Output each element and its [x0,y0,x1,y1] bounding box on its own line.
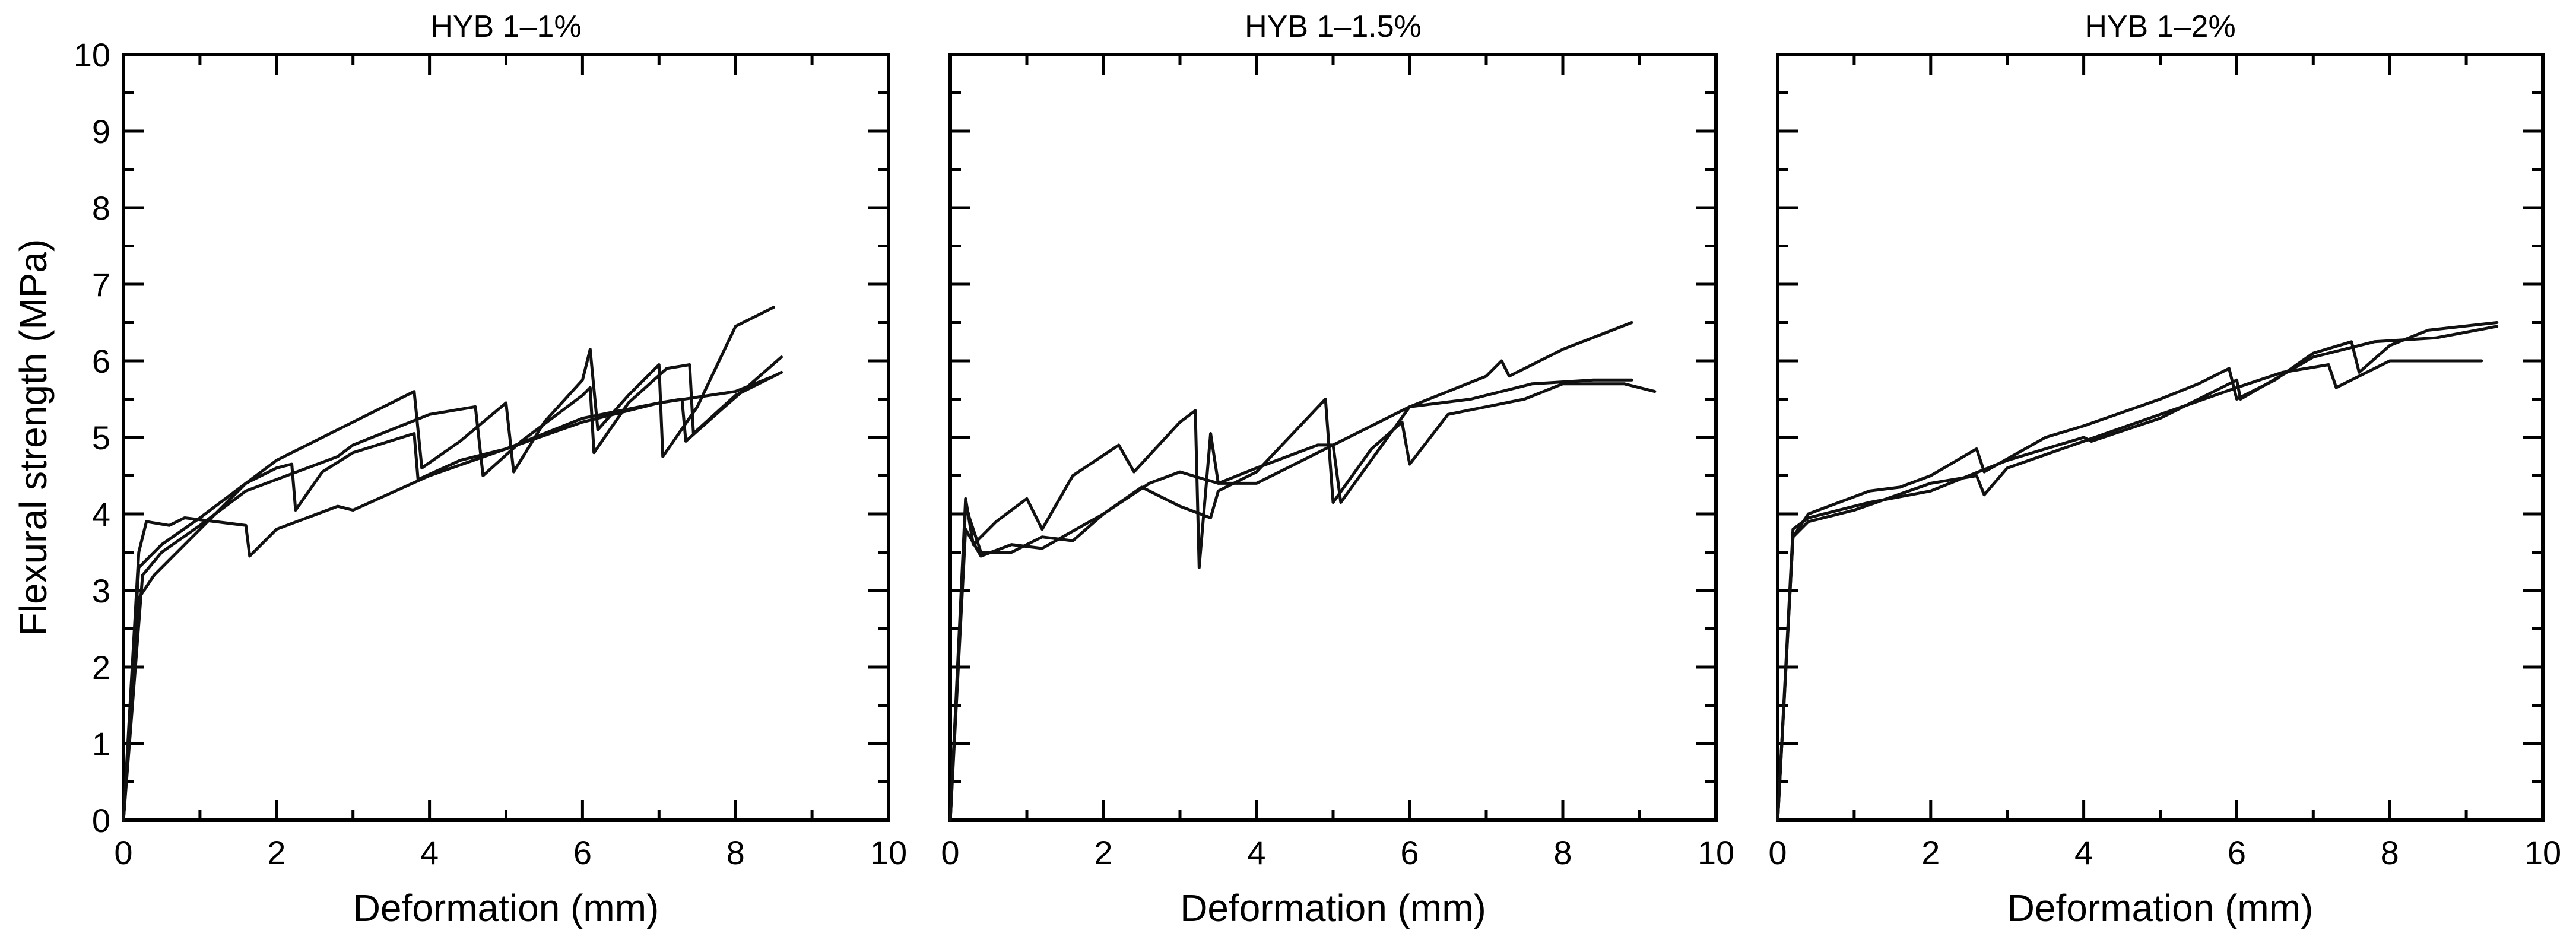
plot-frame [122,53,890,822]
plot-frame [948,53,1718,822]
series-line-2 [122,355,783,822]
x-tick-label: 8 [1553,834,1572,871]
x-tick-label: 8 [727,834,745,871]
x-tick-label: 10 [1698,834,1734,871]
y-tick-label: 3 [92,572,110,609]
x-tick-label: 2 [267,834,285,871]
x-tick-label: 2 [1921,834,1940,871]
x-tick-label: 4 [2074,834,2093,871]
x-tick-label: 10 [2524,834,2561,871]
y-tick-label: 7 [92,266,110,303]
x-tick-label: 0 [1768,834,1787,871]
series-line-1 [1776,359,2483,822]
x-tick-label: 6 [1400,834,1419,871]
series-line-3 [948,321,1633,822]
x-axis-label: Deformation (mm) [2007,887,2314,929]
panel-2: HYB 1–1.5% 0 2 4 6 8 10 Deformation (mm) [941,9,1734,929]
y-tick-label: 1 [92,725,110,763]
y-tick-label: 4 [92,496,110,533]
x-axis-label: Deformation (mm) [1180,887,1486,929]
panel-3: HYB 1–2% 0 2 4 6 8 10 Deformation (mm) [1768,9,2561,929]
y-tick-label: 0 [92,802,110,839]
x-tick-label: 10 [870,834,907,871]
panel-title: HYB 1–1.5% [1245,9,1422,44]
x-tick-label: 6 [573,834,592,871]
x-tick-label: 8 [2381,834,2399,871]
series-line-3 [122,363,783,822]
y-tick-label: 5 [92,419,110,456]
series-line-1 [948,378,1633,822]
x-tick-label: 0 [114,834,132,871]
series-line-3 [1776,321,2499,822]
plot-frame [1776,53,2545,822]
y-tick-label: 6 [92,342,110,380]
series-line-4 [122,306,776,822]
panel-title: HYB 1–2% [2085,9,2235,44]
panels: HYB 1–1% 0 1 2 3 4 5 6 7 8 9 10 Flexural strength (M… [12,9,2561,929]
y-tick-label: 9 [92,113,110,150]
x-tick-label: 6 [2228,834,2246,871]
x-axis-label: Deformation (mm) [353,887,659,929]
x-tick-label: 2 [1094,834,1112,871]
y-tick-label: 8 [92,189,110,227]
x-tick-label: 4 [1247,834,1265,871]
series-line-2 [1776,325,2499,822]
y-tick-label: 2 [92,649,110,686]
x-tick-label: 0 [941,834,959,871]
panel-1: HYB 1–1% 0 1 2 3 4 5 6 7 8 9 10 Flexural strength (M… [12,9,907,929]
series-line-1 [122,374,776,822]
y-tick-label: 10 [74,36,110,74]
x-tick-label: 4 [420,834,439,871]
panel-title: HYB 1–1% [430,9,581,44]
y-axis-label: Flexural strength (MPa) [12,239,55,636]
